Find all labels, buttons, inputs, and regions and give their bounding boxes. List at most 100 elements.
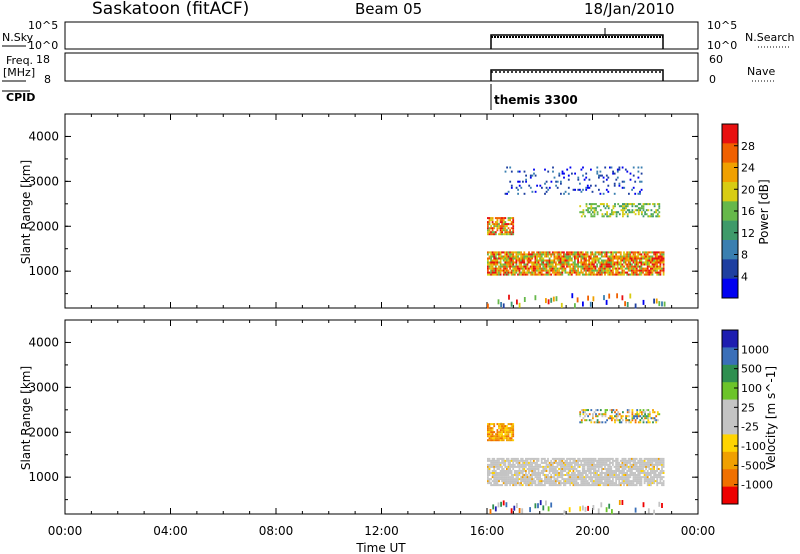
echo-cell xyxy=(624,261,627,264)
echo-cell xyxy=(652,411,654,414)
echo-cell xyxy=(507,269,510,272)
echo-cell xyxy=(611,411,613,414)
echo-cell xyxy=(662,484,665,487)
echo-cell xyxy=(616,255,619,258)
echo-cell xyxy=(645,474,647,476)
echo-cell xyxy=(499,439,502,442)
echo-cell xyxy=(491,476,494,479)
echo-cell xyxy=(578,474,581,476)
echo-cell xyxy=(544,273,546,276)
echo-cell xyxy=(501,269,503,272)
echo-cell xyxy=(572,472,575,474)
echo-cell xyxy=(603,295,605,301)
echo-cell xyxy=(646,271,649,274)
echo-cell xyxy=(593,411,596,414)
echo-cell xyxy=(581,465,584,468)
echo-cell xyxy=(526,457,529,460)
echo-cell xyxy=(634,413,637,416)
echo-cell xyxy=(571,172,573,175)
echo-cell xyxy=(559,468,562,470)
echo-cell xyxy=(643,461,646,464)
echo-cell xyxy=(656,253,659,256)
echo-cell xyxy=(563,470,565,472)
echo-cell xyxy=(536,261,538,264)
echo-cell xyxy=(645,203,648,206)
echo-cell xyxy=(607,176,610,179)
echo-cell xyxy=(551,265,554,268)
echo-cell xyxy=(640,267,643,270)
echo-cell xyxy=(659,472,662,474)
echo-cell xyxy=(599,192,602,195)
echo-cell xyxy=(506,261,508,264)
echo-cell xyxy=(653,472,655,474)
echo-cell xyxy=(491,269,494,272)
echo-cell xyxy=(617,211,620,214)
echo-cell xyxy=(556,461,559,464)
echo-cell xyxy=(650,215,653,218)
echo-cell xyxy=(536,269,538,272)
echo-cell xyxy=(494,253,497,256)
echo-cell xyxy=(499,251,502,254)
echo-cell xyxy=(596,470,598,472)
echo-cell xyxy=(646,269,649,272)
echo-cell xyxy=(644,413,646,416)
echo-cell xyxy=(632,472,635,474)
colorbar-tick-label: 20 xyxy=(741,183,755,196)
echo-cell xyxy=(558,482,560,485)
echo-cell xyxy=(602,261,605,264)
echo-cell xyxy=(643,476,646,479)
echo-cell xyxy=(602,478,605,481)
echo-cell xyxy=(558,267,560,270)
echo-cell xyxy=(607,468,610,470)
echo-cell xyxy=(621,478,624,481)
echo-cell xyxy=(517,267,519,270)
echo-cell xyxy=(520,265,522,268)
echo-cell xyxy=(551,461,554,464)
echo-cell xyxy=(564,269,567,272)
echo-cell xyxy=(500,501,502,507)
echo-cell xyxy=(510,257,513,260)
echo-cell xyxy=(545,259,548,262)
echo-cell xyxy=(551,484,554,487)
echo-cell xyxy=(648,465,651,468)
echo-cell xyxy=(545,253,548,256)
echo-cell xyxy=(493,465,496,468)
echo-cell xyxy=(542,263,545,266)
echo-cell xyxy=(587,415,589,418)
echo-cell xyxy=(501,457,503,460)
echo-cell xyxy=(493,267,496,270)
echo-cell xyxy=(602,271,605,274)
echo-cell xyxy=(548,484,551,487)
echo-cell xyxy=(602,255,605,258)
echo-cell xyxy=(509,461,511,464)
echo-cell xyxy=(547,188,550,191)
ytick-label: 2000 xyxy=(28,425,59,439)
echo-cell xyxy=(632,255,635,258)
echo-cell xyxy=(506,435,508,438)
echo-cell xyxy=(545,273,548,276)
echo-cell xyxy=(600,265,603,268)
echo-cell xyxy=(510,478,513,481)
echo-cell xyxy=(506,476,508,479)
echo-cell xyxy=(551,465,554,468)
echo-cell xyxy=(659,255,662,258)
xtick-label: 20:00 xyxy=(575,524,610,538)
echo-cell xyxy=(631,188,633,191)
echo-cell xyxy=(528,261,530,264)
echo-cell xyxy=(645,259,647,262)
echo-cell xyxy=(600,468,603,470)
echo-cell xyxy=(575,265,578,268)
echo-cell xyxy=(607,271,610,274)
echo-cell xyxy=(635,265,638,268)
echo-cell xyxy=(657,459,660,462)
echo-cell xyxy=(540,255,543,258)
echo-cell xyxy=(583,259,586,262)
echo-cell xyxy=(494,257,497,260)
echo-cell xyxy=(650,476,652,479)
echo-cell xyxy=(650,478,652,481)
echo-cell xyxy=(528,470,530,472)
echo-cell xyxy=(635,468,638,470)
echo-cell xyxy=(531,190,534,193)
echo-cell xyxy=(512,457,515,460)
echo-cell xyxy=(596,463,598,466)
